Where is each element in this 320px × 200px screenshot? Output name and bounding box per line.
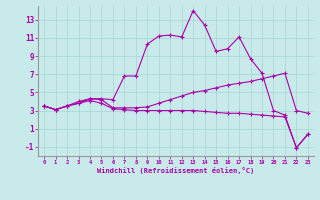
X-axis label: Windchill (Refroidissement éolien,°C): Windchill (Refroidissement éolien,°C): [97, 167, 255, 174]
